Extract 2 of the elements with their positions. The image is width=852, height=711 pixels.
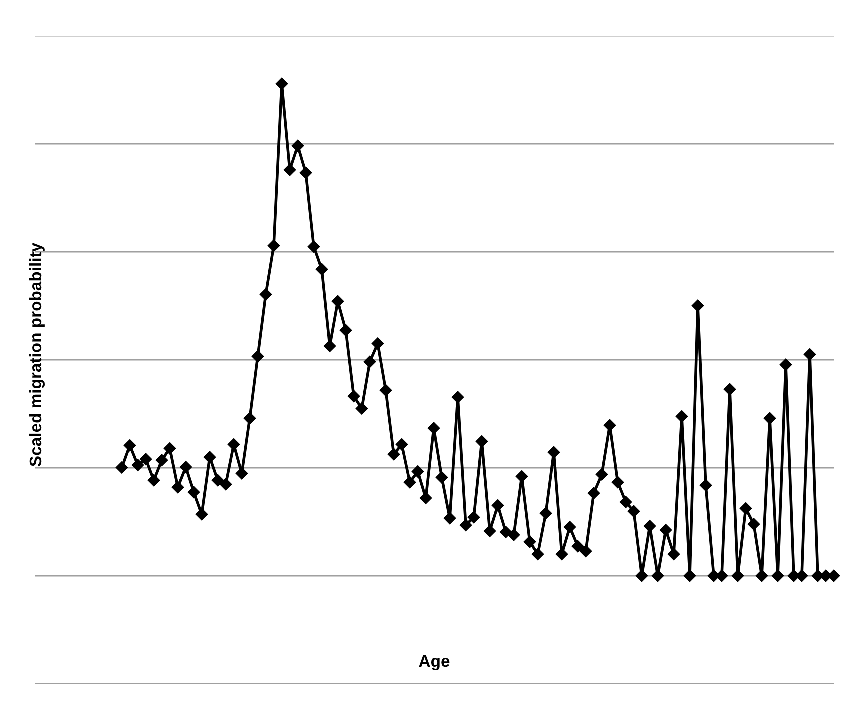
x-axis-title: Age [419,656,450,671]
y-axis-title: Scaled migration probability [29,243,45,467]
